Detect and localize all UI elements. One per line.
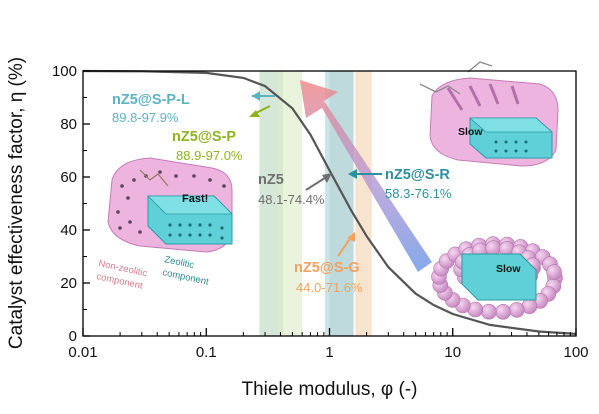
- bead: [546, 264, 562, 280]
- axis-tick-labels: 0.01 0.1 1 10 100 0 20 40 60 80 100: [52, 63, 589, 361]
- band-range-nz5-s-g: 44.0-71.6%: [296, 280, 363, 295]
- gradient-arrow: [300, 80, 432, 272]
- x-tick-label: 0.1: [196, 344, 217, 361]
- band-0: [259, 71, 284, 336]
- band-range-nz5-s-r: 58.3-76.1%: [385, 186, 452, 201]
- y-tick-label: 0: [69, 328, 77, 345]
- slow-label-top: Slow: [458, 126, 483, 138]
- band-range-nz5-s-p: 88.9-97.0%: [176, 148, 243, 163]
- y-tick-label: 100: [52, 63, 77, 80]
- bead: [508, 302, 525, 318]
- axis-ticks: [82, 70, 577, 337]
- y-tick-label: 40: [60, 222, 77, 239]
- band-range-nz5-s-p-l: 89.8-97.9%: [112, 110, 179, 125]
- band-label-nz5-s-g: nZ5@S-G: [294, 260, 360, 276]
- left-particle-illustration: Fast! Non-zeolitic component Zeolitic co…: [95, 157, 233, 292]
- bead: [495, 303, 511, 320]
- band-label-nz5: nZ5: [258, 172, 284, 188]
- band-label-nz5-s-p: nZ5@S-P: [172, 129, 236, 145]
- band-label-nz5-s-p-l: nZ5@S-P-L: [112, 92, 190, 108]
- slow-label-bottom: Slow: [496, 263, 521, 275]
- y-axis-label: Catalyst effectiveness factor, η (%): [6, 57, 27, 349]
- x-tick-label: 100: [563, 344, 588, 361]
- y-tick-label: 20: [60, 275, 77, 292]
- trend-arrow: [300, 80, 432, 272]
- x-axis-label: Thiele modulus, φ (-): [242, 379, 418, 400]
- band-4: [355, 71, 372, 336]
- effectiveness-curve: [82, 69, 577, 335]
- x-tick-label: 10: [444, 344, 461, 361]
- bead: [485, 240, 502, 256]
- top-right-particle-illustration: Slow: [419, 61, 559, 167]
- x-tick-label: 1: [325, 344, 333, 361]
- zeolitic-label-line2: component: [161, 267, 210, 288]
- fast-label: Fast!: [182, 193, 208, 205]
- x-tick-label: 0.01: [68, 344, 97, 361]
- y-tick-label: 80: [60, 116, 77, 133]
- bottom-right-aggregate-illustration: Slow: [431, 236, 563, 320]
- y-tick-label: 60: [60, 169, 77, 186]
- band-label-nz5-s-r: nZ5@S-R: [385, 167, 450, 183]
- band-range-nz5: 48.1-74.4%: [258, 192, 325, 207]
- bead: [481, 303, 497, 320]
